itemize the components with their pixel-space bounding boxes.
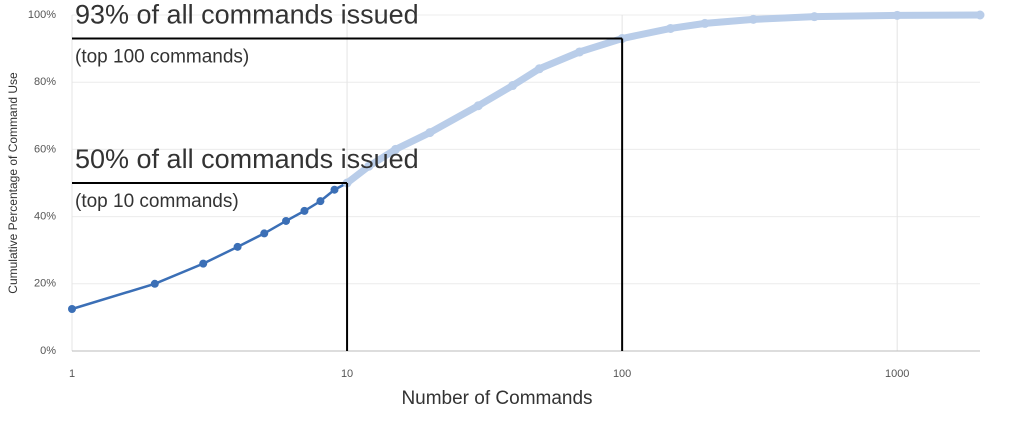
- data-point: [425, 128, 435, 138]
- x-axis-label: Number of Commands: [401, 388, 592, 409]
- y-tick-label: 40%: [34, 211, 56, 223]
- series-line: [343, 11, 984, 187]
- annotation-title: 93% of all commands issued: [75, 0, 419, 30]
- y-tick-label: 0%: [40, 345, 56, 357]
- data-point: [700, 18, 710, 28]
- data-point: [282, 216, 291, 225]
- data-point: [809, 12, 819, 22]
- data-point: [666, 23, 676, 33]
- y-tick-label: 60%: [34, 143, 56, 155]
- data-point: [364, 161, 374, 171]
- data-point: [391, 144, 401, 154]
- data-point: [260, 229, 269, 238]
- x-tick-label: 1000: [885, 368, 909, 380]
- y-tick-label: 80%: [34, 76, 56, 88]
- data-point: [975, 10, 985, 20]
- data-point: [508, 81, 518, 91]
- y-tick-label: 100%: [28, 9, 56, 21]
- y-axis-label: Cumulative Percentage of Command Use: [6, 72, 20, 294]
- x-tick-label: 1: [69, 368, 75, 380]
- y-tick-label: 20%: [34, 278, 56, 290]
- data-point: [150, 279, 159, 288]
- x-tick-label: 100: [613, 368, 631, 380]
- annotation-subtext: (top 10 commands): [75, 191, 239, 212]
- data-point: [330, 185, 339, 194]
- data-point: [473, 101, 483, 111]
- data-point: [233, 242, 242, 251]
- data-point: [199, 259, 208, 268]
- data-point: [748, 14, 758, 24]
- annotation-subtext: (top 100 commands): [75, 47, 249, 68]
- data-point: [300, 206, 309, 215]
- data-point: [534, 64, 544, 74]
- annotation-title: 50% of all commands issued: [75, 144, 419, 174]
- data-point: [68, 305, 76, 313]
- x-tick-label: 10: [341, 368, 353, 380]
- data-point: [316, 197, 325, 206]
- data-point: [575, 47, 585, 57]
- series-line: [70, 181, 349, 311]
- data-point: [892, 10, 902, 20]
